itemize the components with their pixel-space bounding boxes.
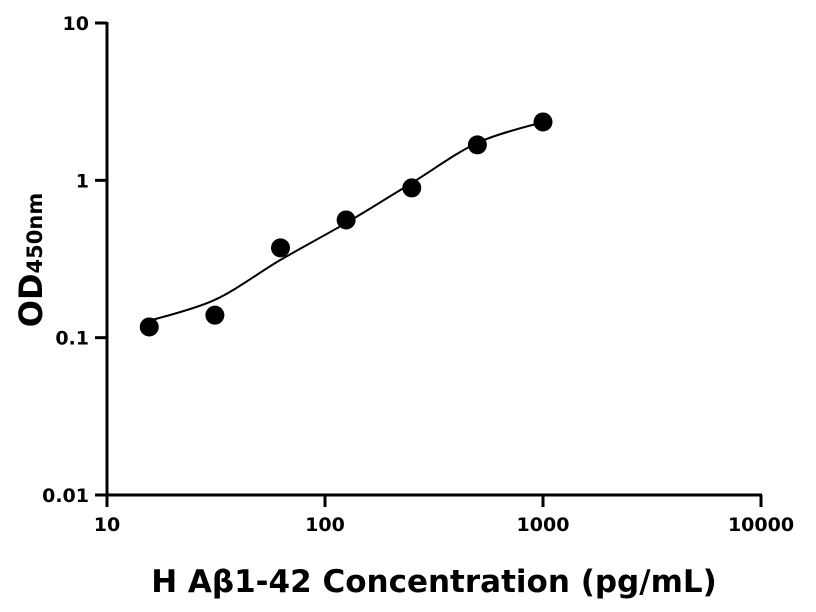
data-point [533,112,553,132]
y-ticks: 0.01 0.1 1 10 [42,13,107,507]
data-point [139,317,159,337]
y-axis-label-sub: 450nm [23,193,47,274]
y-axis-label: OD450nm [12,193,50,327]
y-tick-label: 0.01 [42,485,89,507]
data-point [467,135,487,155]
x-tick-label: 10000 [728,514,794,536]
y-axis-label-main: OD [12,273,50,327]
data-point [205,305,225,325]
data-point [402,178,422,198]
y-tick-label: 0.1 [55,328,89,350]
axes [105,22,762,497]
y-tick-label: 10 [63,13,89,35]
x-tick-label: 100 [305,514,345,536]
x-axis-label: H Aβ1-42 Concentration (pg/mL) [151,564,717,600]
x-tick-label: 10 [94,514,120,536]
data-point [336,210,356,230]
data-point [271,238,291,258]
y-tick-label: 1 [76,170,89,192]
x-tick-label: 1000 [517,514,570,536]
x-ticks: 10 100 1000 10000 [94,495,794,536]
data-points [139,112,553,337]
